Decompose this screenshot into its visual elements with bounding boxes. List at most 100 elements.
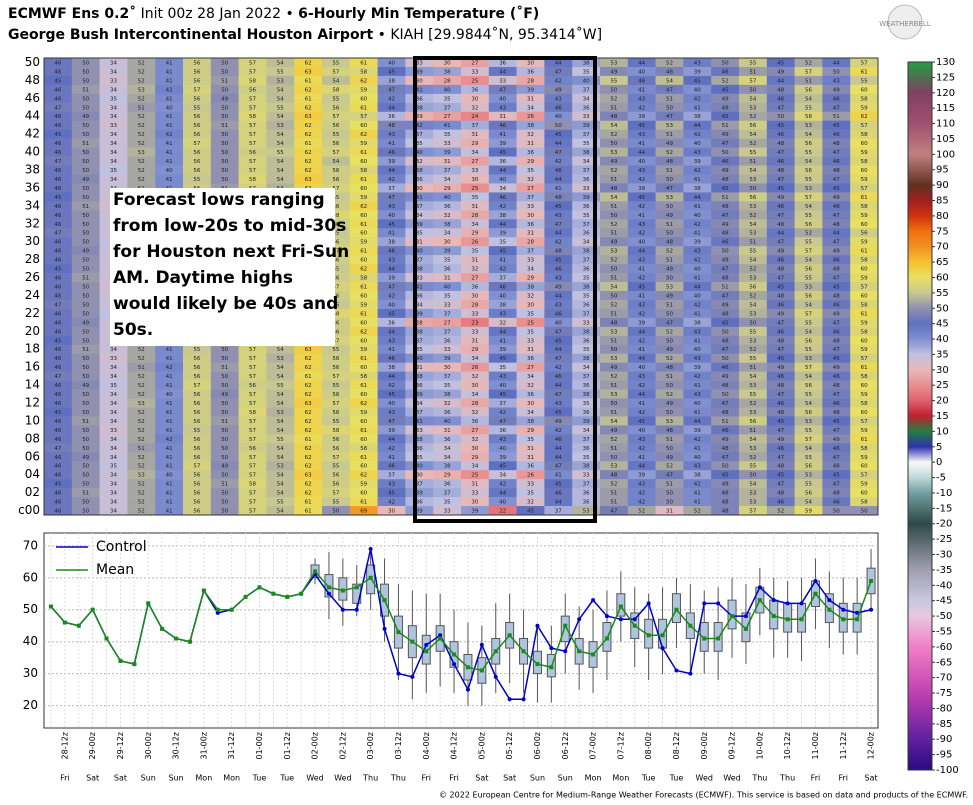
colorbar-tick-label: 115	[936, 103, 955, 114]
x-tick-label: 08-12z	[672, 732, 681, 759]
cell	[238, 58, 267, 68]
cell	[183, 156, 212, 166]
cell-label: 60	[360, 213, 367, 219]
cell	[433, 93, 462, 104]
cell-label: 50	[82, 240, 89, 246]
cell	[739, 147, 768, 157]
cell-label: 49	[610, 240, 617, 246]
cell	[488, 84, 517, 95]
cell-label: 60	[360, 96, 367, 102]
cell-label: 38	[444, 392, 451, 398]
cell	[294, 506, 323, 516]
cell-label: 56	[193, 491, 200, 497]
cell	[627, 389, 656, 399]
cell	[266, 443, 295, 453]
cell-label: 61	[305, 374, 312, 380]
cell	[794, 264, 823, 274]
cell	[155, 120, 184, 130]
cell	[349, 461, 378, 471]
cell	[739, 165, 768, 175]
cell-label: 56	[193, 473, 200, 479]
colorbar-tick-label: 90	[936, 180, 949, 191]
cell-label: 46	[777, 401, 784, 407]
cell-label: 36	[527, 150, 534, 156]
point	[799, 601, 804, 606]
cell	[294, 479, 323, 489]
cell-label: 59	[360, 302, 367, 308]
cell-label: 47	[833, 320, 840, 326]
cell-label: 28	[527, 240, 534, 246]
cell	[544, 120, 573, 130]
cell-label: 36	[416, 177, 423, 183]
cell	[516, 497, 545, 507]
cell-label: 58	[861, 446, 868, 452]
cell-label: 57	[249, 159, 256, 165]
cell-label: 34	[110, 132, 117, 138]
cell	[71, 452, 100, 462]
cell-label: 34	[110, 69, 117, 75]
cell-label: 52	[638, 509, 645, 515]
cell	[238, 434, 267, 444]
cell-label: 41	[166, 509, 173, 515]
cell	[294, 452, 323, 462]
cell-label: 45	[54, 132, 61, 138]
cell	[544, 479, 573, 489]
cell-label: 55	[277, 105, 284, 111]
colorbar-tick-label: -55	[936, 626, 952, 637]
cell-label: 52	[610, 258, 617, 264]
cell-label: 47	[777, 150, 784, 156]
cell	[405, 183, 434, 193]
cell	[461, 237, 490, 247]
row-label: 10	[25, 413, 40, 427]
cell	[794, 58, 823, 68]
cell-label: 28	[444, 78, 451, 84]
cell	[600, 84, 629, 95]
cell	[683, 344, 712, 355]
cell	[544, 389, 573, 399]
cell-label: 56	[193, 356, 200, 362]
cell	[349, 102, 378, 113]
cell-label: 31	[471, 204, 478, 210]
cell-label: 51	[138, 365, 145, 371]
cell	[322, 443, 351, 453]
cell-label: 49	[722, 168, 729, 174]
cell-label: 40	[166, 168, 173, 174]
cell	[488, 93, 517, 104]
cell-label: 40	[555, 114, 562, 120]
cell	[794, 416, 823, 426]
cell	[683, 290, 712, 301]
cell	[44, 120, 73, 130]
cell	[850, 389, 879, 399]
cell-label: 48	[610, 473, 617, 479]
cell-label: 42	[694, 132, 701, 138]
cell-label: 50	[82, 374, 89, 380]
cell	[44, 147, 73, 157]
cell-label: 48	[833, 141, 840, 147]
cell-label: 40	[638, 240, 645, 246]
cell	[44, 210, 73, 220]
cell	[850, 93, 879, 104]
cell-label: 35	[444, 258, 451, 264]
cell-label: 46	[54, 500, 61, 506]
cell-label: 45	[388, 392, 395, 398]
cell	[683, 273, 712, 283]
cell	[655, 102, 684, 113]
cell	[349, 308, 378, 319]
cell	[349, 398, 378, 408]
cell-label: 53	[610, 356, 617, 362]
cell	[99, 416, 128, 426]
cell-label: 47	[555, 329, 562, 335]
cell-label: 60	[360, 123, 367, 129]
cell	[461, 58, 490, 68]
cell	[294, 470, 323, 480]
cell	[627, 335, 656, 346]
cell-label: 49	[722, 374, 729, 380]
cell-label: 49	[221, 392, 228, 398]
cell	[433, 192, 462, 202]
cell-label: 29	[444, 186, 451, 192]
cell-label: 62	[305, 150, 312, 156]
cell	[433, 120, 462, 130]
cell	[655, 470, 684, 480]
cell-label: 37	[471, 123, 478, 129]
cell-label: 48	[722, 338, 729, 344]
